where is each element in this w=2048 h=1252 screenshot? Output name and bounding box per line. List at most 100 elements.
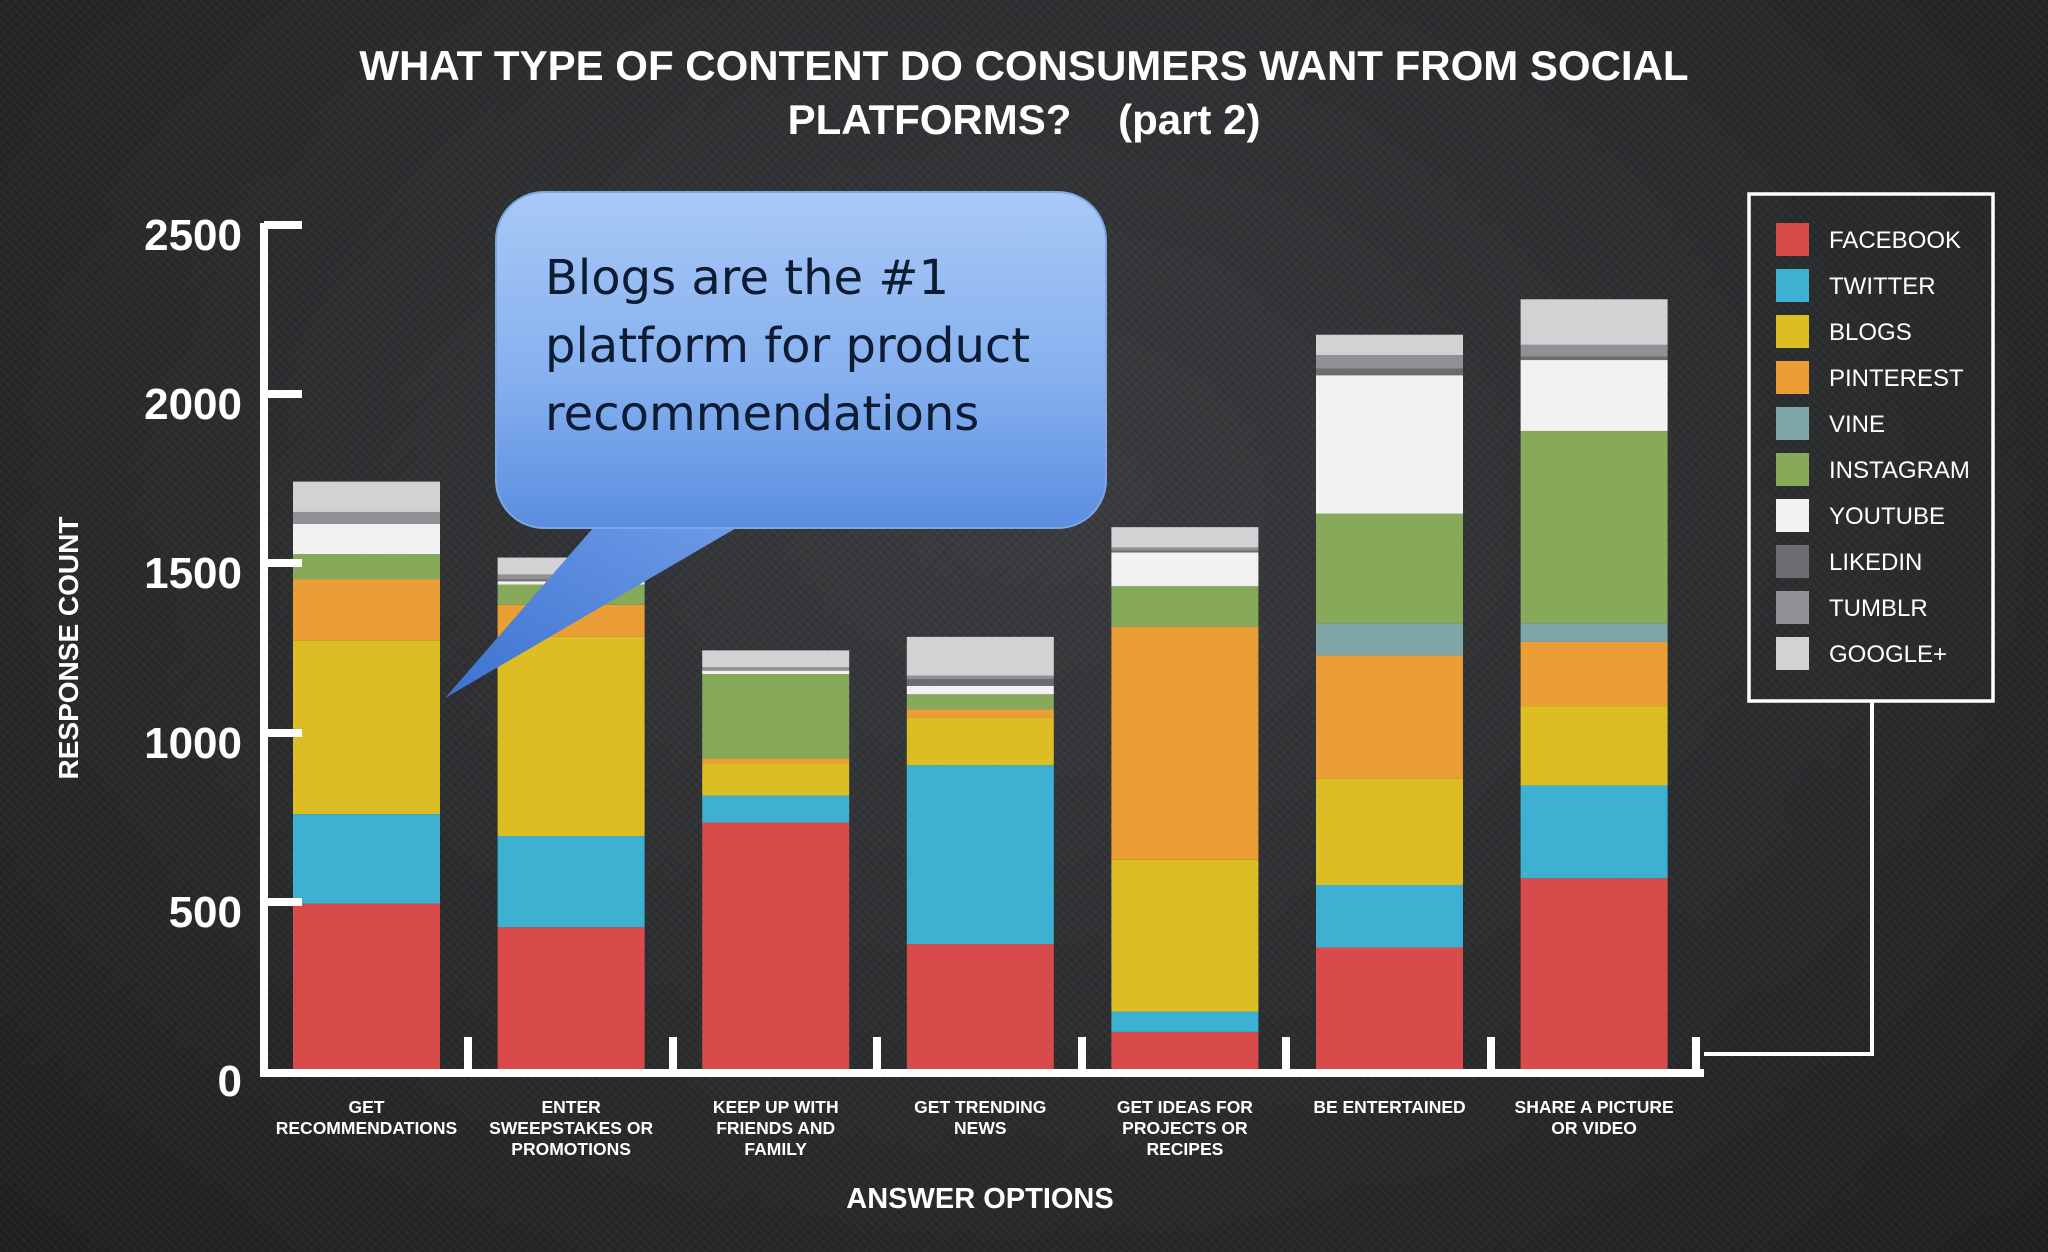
x-tick-label: BE ENTERTAINED — [1313, 1097, 1465, 1117]
bar-stack-get-trending-news — [906, 636, 1054, 1069]
bar-segment-pinterest — [1316, 655, 1463, 779]
bar-segment-twitter — [293, 814, 440, 904]
y-tick-marks — [264, 221, 302, 906]
legend-swatch-youtube — [1776, 499, 1809, 532]
legend-swatch-vine — [1776, 407, 1809, 440]
bar-segment-twitter — [1520, 785, 1668, 879]
bar-segment-youtube — [1316, 375, 1463, 514]
bar-segment-blogs — [497, 636, 645, 837]
bar-segment-twitter — [497, 836, 645, 928]
bar-segment-youtube — [293, 523, 440, 555]
y-tick-label: 0 — [218, 1057, 242, 1106]
legend-swatch-instagram — [1776, 453, 1809, 486]
bar-segment-vine — [1520, 623, 1668, 642]
callout: Blogs are the #1 platform for product re… — [445, 191, 1107, 698]
bar-segment-blogs — [906, 717, 1054, 766]
category-labels: GET RECOMMENDATIONS ENTER SWEEPSTAKES OR PRO… — [276, 1097, 1674, 1159]
bar-segment-google — [702, 650, 850, 668]
bar-segment-facebook — [906, 944, 1054, 1069]
legend-label-youtube: YOUTUBE — [1829, 503, 1945, 530]
legend-connector-line — [1704, 702, 1874, 1056]
legend-items: FACEBOOK TWITTER BLOGS PINTEREST VINE INSTAGR… — [1776, 223, 1970, 670]
bar-segment-facebook — [497, 927, 645, 1069]
legend-label-facebook: FACEBOOK — [1829, 227, 1961, 254]
bar-segment-google — [1111, 527, 1259, 548]
bar-segment-twitter — [906, 765, 1054, 945]
bar-segment-facebook — [293, 903, 440, 1069]
bar-segment-likedin — [1520, 356, 1668, 361]
bar-segment-blogs — [702, 763, 850, 796]
legend-box — [1747, 192, 1995, 703]
bar-segment-twitter — [1111, 1011, 1259, 1032]
legend-label-vine: VINE — [1829, 411, 1885, 438]
bar-segment-instagram — [1111, 586, 1259, 627]
y-tick-labels: 0 500 1000 1500 2000 2500 — [144, 211, 242, 1106]
bar-segment-youtube — [702, 670, 850, 675]
bar-segment-vine — [1316, 623, 1463, 656]
legend-swatch-likedin — [1776, 545, 1809, 578]
bar-segment-tumblr — [1111, 547, 1259, 551]
legend-label-blogs: BLOGS — [1829, 319, 1912, 346]
bar-segment-pinterest — [702, 758, 850, 764]
callout-tail — [445, 520, 750, 698]
bar-segment-google — [906, 636, 1054, 676]
bar-segment-pinterest — [1520, 641, 1668, 707]
legend-label-tumblr: TUMBLR — [1829, 595, 1928, 622]
bar-segment-instagram — [702, 674, 850, 759]
bar-segment-instagram — [1520, 430, 1668, 624]
bar-segment-pinterest — [906, 709, 1054, 718]
y-tick-label: 500 — [169, 888, 242, 937]
axes — [260, 221, 1874, 1077]
bar-segment-tumblr — [1520, 344, 1668, 357]
bar-segment-likedin — [1316, 368, 1463, 376]
bar-segment-likedin — [906, 679, 1054, 686]
legend: FACEBOOK TWITTER BLOGS PINTEREST VINE INSTAGR… — [1747, 192, 1995, 703]
x-axis-title: ANSWER OPTIONS — [846, 1183, 1113, 1215]
callout-line-1: Blogs are the #1 — [545, 250, 949, 306]
x-tick-label: KEEP UP WITH FRIENDS AND FAMILY — [713, 1097, 839, 1159]
bar-stack-be-entertained — [1316, 334, 1463, 1069]
bar-segment-instagram — [293, 554, 440, 580]
x-tick-label: GET TRENDING NEWS — [914, 1097, 1046, 1138]
bar-segment-google — [1316, 334, 1463, 355]
bar-segment-facebook — [1520, 878, 1668, 1069]
x-tick-label: GET RECOMMENDATIONS — [276, 1097, 457, 1138]
legend-label-likedin: LIKEDIN — [1829, 549, 1922, 576]
bar-stack-enter-sweepstakes-or-promotions — [497, 557, 645, 1069]
bar-segment-facebook — [702, 822, 850, 1069]
bar-segment-pinterest — [293, 579, 440, 641]
bar-stack-share-a-picture-or-video — [1520, 299, 1668, 1069]
x-tick-label: ENTER SWEEPSTAKES OR PROMOTIONS — [489, 1097, 653, 1159]
y-axis-title: RESPONSE COUNT — [53, 517, 84, 780]
x-tick-marks — [464, 1037, 1700, 1073]
bar-segment-youtube — [906, 685, 1054, 695]
chart-title-line-2: PLATFORMS? (part 2) — [788, 96, 1261, 143]
legend-label-google: GOOGLE+ — [1829, 641, 1947, 668]
bar-segment-blogs — [1111, 859, 1259, 1012]
y-tick-label: 1500 — [144, 549, 242, 598]
bar-segment-tumblr — [293, 511, 440, 524]
bar-segment-instagram — [1316, 513, 1463, 624]
bar-segment-facebook — [1111, 1031, 1259, 1069]
y-tick-label: 2500 — [144, 211, 242, 260]
bar-segment-twitter — [702, 795, 850, 823]
legend-label-instagram: INSTAGRAM — [1829, 457, 1970, 484]
bar-segment-tumblr — [702, 667, 850, 671]
bar-segment-facebook — [1316, 947, 1463, 1069]
y-tick-label: 2000 — [144, 380, 242, 429]
callout-line-3: recommendations — [545, 386, 979, 442]
chart-title-line-1: WHAT TYPE OF CONTENT DO CONSUMERS WANT F… — [359, 42, 1688, 89]
bar-stack-get-recommendations — [293, 481, 440, 1069]
bar-segment-likedin — [1111, 550, 1259, 553]
bar-segment-pinterest — [1111, 626, 1259, 860]
bar-stack-keep-up-with-friends-and-family — [702, 650, 850, 1069]
bar-segment-blogs — [1520, 706, 1668, 786]
bars-layer — [293, 299, 1668, 1069]
legend-label-pinterest: PINTEREST — [1829, 365, 1964, 392]
bar-segment-blogs — [293, 640, 440, 815]
bar-segment-youtube — [1111, 552, 1259, 587]
bar-segment-google — [293, 481, 440, 512]
bar-segment-instagram — [906, 694, 1054, 710]
legend-swatch-google — [1776, 637, 1809, 670]
